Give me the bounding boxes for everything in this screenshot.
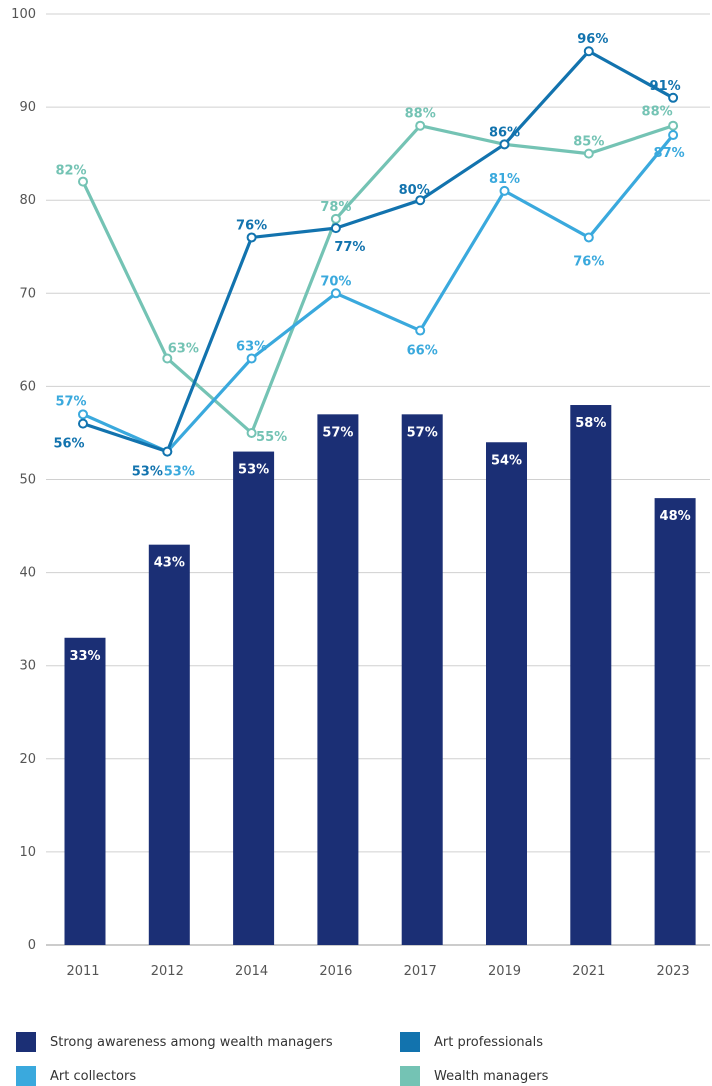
bar-2023	[654, 498, 696, 945]
bar-2012	[148, 544, 190, 945]
legend-swatch-art-professionals	[400, 1032, 420, 1052]
y-tick-label-0: 0	[28, 938, 36, 953]
x-tick-label-2023: 2023	[657, 964, 690, 979]
point-art-collectors-2019	[499, 185, 510, 196]
legend-item-art-professionals: Art professionals	[400, 1032, 543, 1052]
data-label-wealth-managers-2014: 55%	[256, 430, 287, 445]
legend-label-wealth-managers: Wealth managers	[434, 1068, 549, 1084]
data-label-art-collectors-2012: 53%	[164, 465, 195, 480]
point-wealth-managers-2014	[246, 427, 257, 438]
legend-item-bars: Strong awareness among wealth managers	[16, 1032, 333, 1052]
point-wealth-managers-2016	[330, 213, 341, 224]
point-wealth-managers-2012	[162, 353, 173, 364]
data-label-art-collectors-2023: 87%	[654, 146, 685, 161]
legend-label-bars: Strong awareness among wealth managers	[50, 1034, 333, 1050]
combo-chart: 0 10 20 30 40 50 60 70 80 90 100 33% 43% 53% 57% 57% 54%…	[11, 7, 710, 979]
data-label-wealth-managers-2012: 63%	[168, 341, 199, 356]
point-art-collectors-2011	[78, 409, 88, 420]
bar-2016	[317, 414, 359, 946]
point-wealth-managers-2011	[78, 176, 88, 187]
legend-swatch-wealth-managers	[400, 1066, 420, 1086]
x-tick-label-2017: 2017	[404, 964, 437, 979]
legend-swatch-art-collectors	[16, 1066, 36, 1086]
point-art-collectors-2017	[415, 325, 426, 336]
line-art-collectors	[82, 134, 675, 454]
data-label-art-collectors-2016: 70%	[320, 274, 351, 289]
point-art-professionals-2014	[246, 232, 257, 243]
data-label-wealth-managers-2016: 78%	[320, 200, 351, 215]
bar-label-2014: 53%	[238, 463, 269, 478]
y-tick-label-80: 80	[19, 193, 36, 208]
data-label-art-collectors-2011: 57%	[55, 394, 86, 409]
data-label-art-professionals-2011: 56%	[53, 437, 84, 452]
point-art-professionals-2016	[330, 223, 341, 234]
y-tick-label-30: 30	[19, 659, 36, 674]
legend: Strong awareness among wealth managers A…	[0, 1020, 712, 1086]
data-label-wealth-managers-2023: 88%	[642, 105, 673, 120]
legend-item-wealth-managers: Wealth managers	[400, 1066, 548, 1086]
bar-2014	[233, 451, 275, 945]
legend-label-art-professionals: Art professionals	[434, 1034, 544, 1050]
y-tick-label-20: 20	[19, 752, 36, 767]
y-tick-label-10: 10	[19, 845, 36, 860]
line-wealth-managers	[81, 124, 674, 435]
point-wealth-managers-2021	[583, 148, 594, 159]
y-tick-label-100: 100	[11, 7, 36, 22]
bar-label-2012: 43%	[154, 556, 185, 571]
y-tick-label-70: 70	[19, 286, 36, 301]
x-tick-label-2016: 2016	[319, 964, 352, 979]
data-label-art-collectors-2019: 81%	[489, 172, 520, 187]
bar-2021	[570, 405, 612, 945]
y-tick-label-40: 40	[19, 566, 36, 581]
x-tick-label-2012: 2012	[151, 964, 184, 979]
data-label-art-professionals-2014: 76%	[236, 218, 267, 233]
x-tick-label-2011: 2011	[66, 964, 99, 979]
x-tick-label-2019: 2019	[488, 964, 521, 979]
point-art-professionals-2019	[499, 139, 510, 150]
bar-label-2016: 57%	[322, 425, 353, 440]
data-label-art-professionals-2012: 53%	[132, 465, 163, 480]
data-label-art-professionals-2016: 77%	[334, 240, 365, 255]
legend-swatch-bars	[16, 1032, 36, 1052]
y-tick-label-60: 60	[19, 379, 36, 394]
point-wealth-managers-2023	[668, 120, 679, 131]
point-art-collectors-2023	[668, 130, 679, 141]
data-label-wealth-managers-2017: 88%	[405, 107, 436, 122]
point-art-professionals-2023	[668, 92, 679, 103]
data-label-art-collectors-2014: 63%	[236, 339, 267, 354]
point-art-professionals-2021	[583, 46, 594, 57]
bar-2011	[64, 637, 106, 945]
y-tick-label-90: 90	[19, 100, 36, 115]
point-art-professionals-2012	[162, 446, 173, 457]
x-tick-label-2014: 2014	[235, 964, 268, 979]
bar-2019	[486, 442, 527, 945]
data-label-art-collectors-2017: 66%	[407, 344, 438, 359]
data-label-art-collectors-2021: 76%	[573, 254, 604, 269]
bar-label-2023: 48%	[660, 509, 691, 524]
bar-label-2017: 57%	[407, 425, 438, 440]
data-label-art-professionals-2021: 96%	[577, 32, 608, 47]
legend-item-art-collectors: Art collectors	[16, 1066, 136, 1086]
bar-label-2021: 58%	[575, 416, 606, 431]
data-label-art-professionals-2017: 80%	[399, 183, 430, 198]
y-tick-label-50: 50	[19, 473, 36, 488]
bar-label-2019: 54%	[491, 453, 522, 468]
point-art-professionals-2017	[415, 195, 426, 206]
data-label-art-professionals-2023: 91%	[650, 79, 681, 94]
data-label-wealth-managers-2021: 85%	[573, 135, 604, 150]
point-wealth-managers-2017	[415, 120, 426, 131]
point-art-collectors-2016	[330, 288, 341, 299]
point-art-collectors-2021	[583, 232, 594, 243]
x-tick-label-2021: 2021	[572, 964, 605, 979]
data-label-art-professionals-2019: 86%	[489, 125, 520, 140]
bar-label-2011: 33%	[69, 649, 100, 664]
bar-2017	[401, 414, 443, 946]
point-art-professionals-2011	[78, 418, 88, 429]
data-label-wealth-managers-2011: 82%	[55, 164, 86, 179]
legend-label-art-collectors: Art collectors	[50, 1068, 137, 1084]
point-art-collectors-2014	[246, 353, 257, 364]
line-art-professionals	[82, 49, 674, 454]
